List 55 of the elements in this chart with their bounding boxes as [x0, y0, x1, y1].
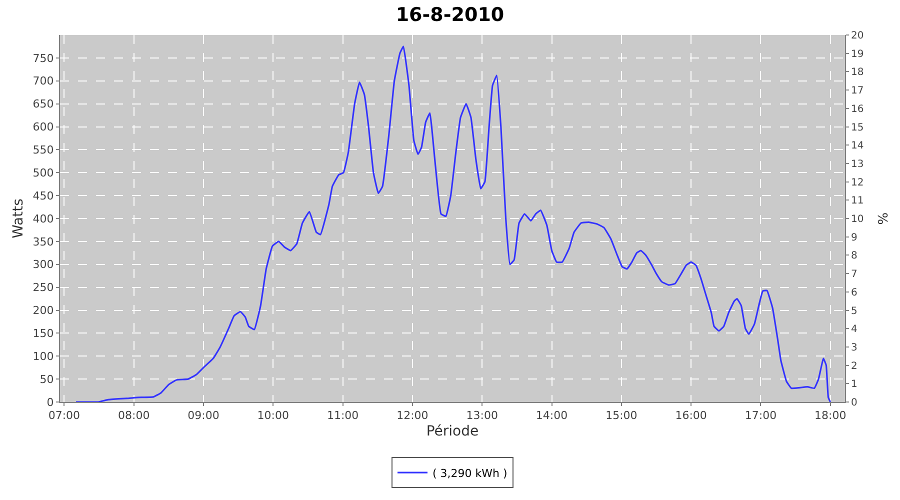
x-tick-label: 10:00: [257, 409, 289, 422]
y2-tick-label: 19: [851, 48, 864, 60]
x-tick-label: 08:00: [118, 409, 150, 422]
y-tick-label: 700: [32, 74, 54, 88]
y-tick-label: 150: [32, 327, 54, 340]
x-tick-label: 11:00: [326, 409, 359, 422]
chart-title: 16-8-2010: [396, 4, 504, 26]
line-series: [75, 46, 832, 402]
y-tick-label: 50: [40, 372, 54, 386]
x-tick-label: 15:00: [606, 409, 638, 422]
y-tick-label: 350: [32, 235, 54, 248]
legend-label: ( 3,290 kWh ): [432, 466, 508, 480]
y2-tick-label: 16: [851, 104, 864, 115]
y2-tick-label: 3: [851, 342, 858, 354]
y2-tick-label: 13: [851, 158, 864, 170]
y2-tick-label: 10: [851, 214, 864, 225]
y2-tick-label: 0: [851, 398, 858, 408]
y-tick-label: 450: [32, 189, 54, 202]
y2-tick-label: 7: [851, 269, 858, 280]
x-tick-label: 17:00: [744, 409, 777, 422]
y2-tick-label: 12: [851, 177, 864, 188]
y2-tick-label: 14: [851, 140, 864, 152]
y-tick-label: 100: [32, 350, 54, 363]
y2-tick-label: 9: [851, 232, 858, 244]
y2-tick-label: 17: [851, 86, 864, 97]
y-tick-label: 600: [32, 120, 54, 134]
y-axis-title: Watts: [10, 198, 26, 238]
x-tick-label: 14:00: [536, 409, 568, 422]
x-tick-label: 12:00: [396, 409, 428, 422]
y-tick-label: 250: [32, 281, 54, 294]
y2-tick-label: 1: [851, 379, 858, 390]
x-tick-label: 13:00: [466, 409, 498, 422]
y2-tick-label: 18: [851, 67, 864, 78]
y2-tick-label: 4: [851, 324, 858, 336]
x-tick-label: 18:00: [814, 409, 846, 422]
y-tick-label: 400: [32, 212, 54, 226]
x-tick-label: 16:00: [675, 409, 707, 422]
x-tick-label: 07:00: [48, 409, 80, 422]
y2-tick-label: 11: [851, 196, 864, 207]
y-tick-label: 750: [32, 52, 54, 65]
y-tick-label: 650: [32, 98, 54, 111]
y2-axis-title: %: [876, 212, 892, 225]
x-tick-label: 09:00: [188, 409, 220, 422]
y2-tick-label: 2: [851, 360, 858, 372]
y-tick-label: 0: [46, 396, 54, 409]
y2-tick-label: 6: [851, 287, 858, 298]
y2-tick-label: 5: [851, 306, 858, 317]
y2-tick-label: 8: [851, 250, 858, 262]
y2-tick-label: 15: [851, 122, 864, 134]
y2-tick-label: 20: [851, 30, 864, 42]
y-tick-label: 200: [32, 304, 54, 318]
y-tick-label: 500: [32, 166, 54, 180]
y-tick-label: 300: [32, 258, 54, 272]
x-axis-title: Période: [426, 424, 479, 440]
y-tick-label: 550: [32, 144, 54, 157]
